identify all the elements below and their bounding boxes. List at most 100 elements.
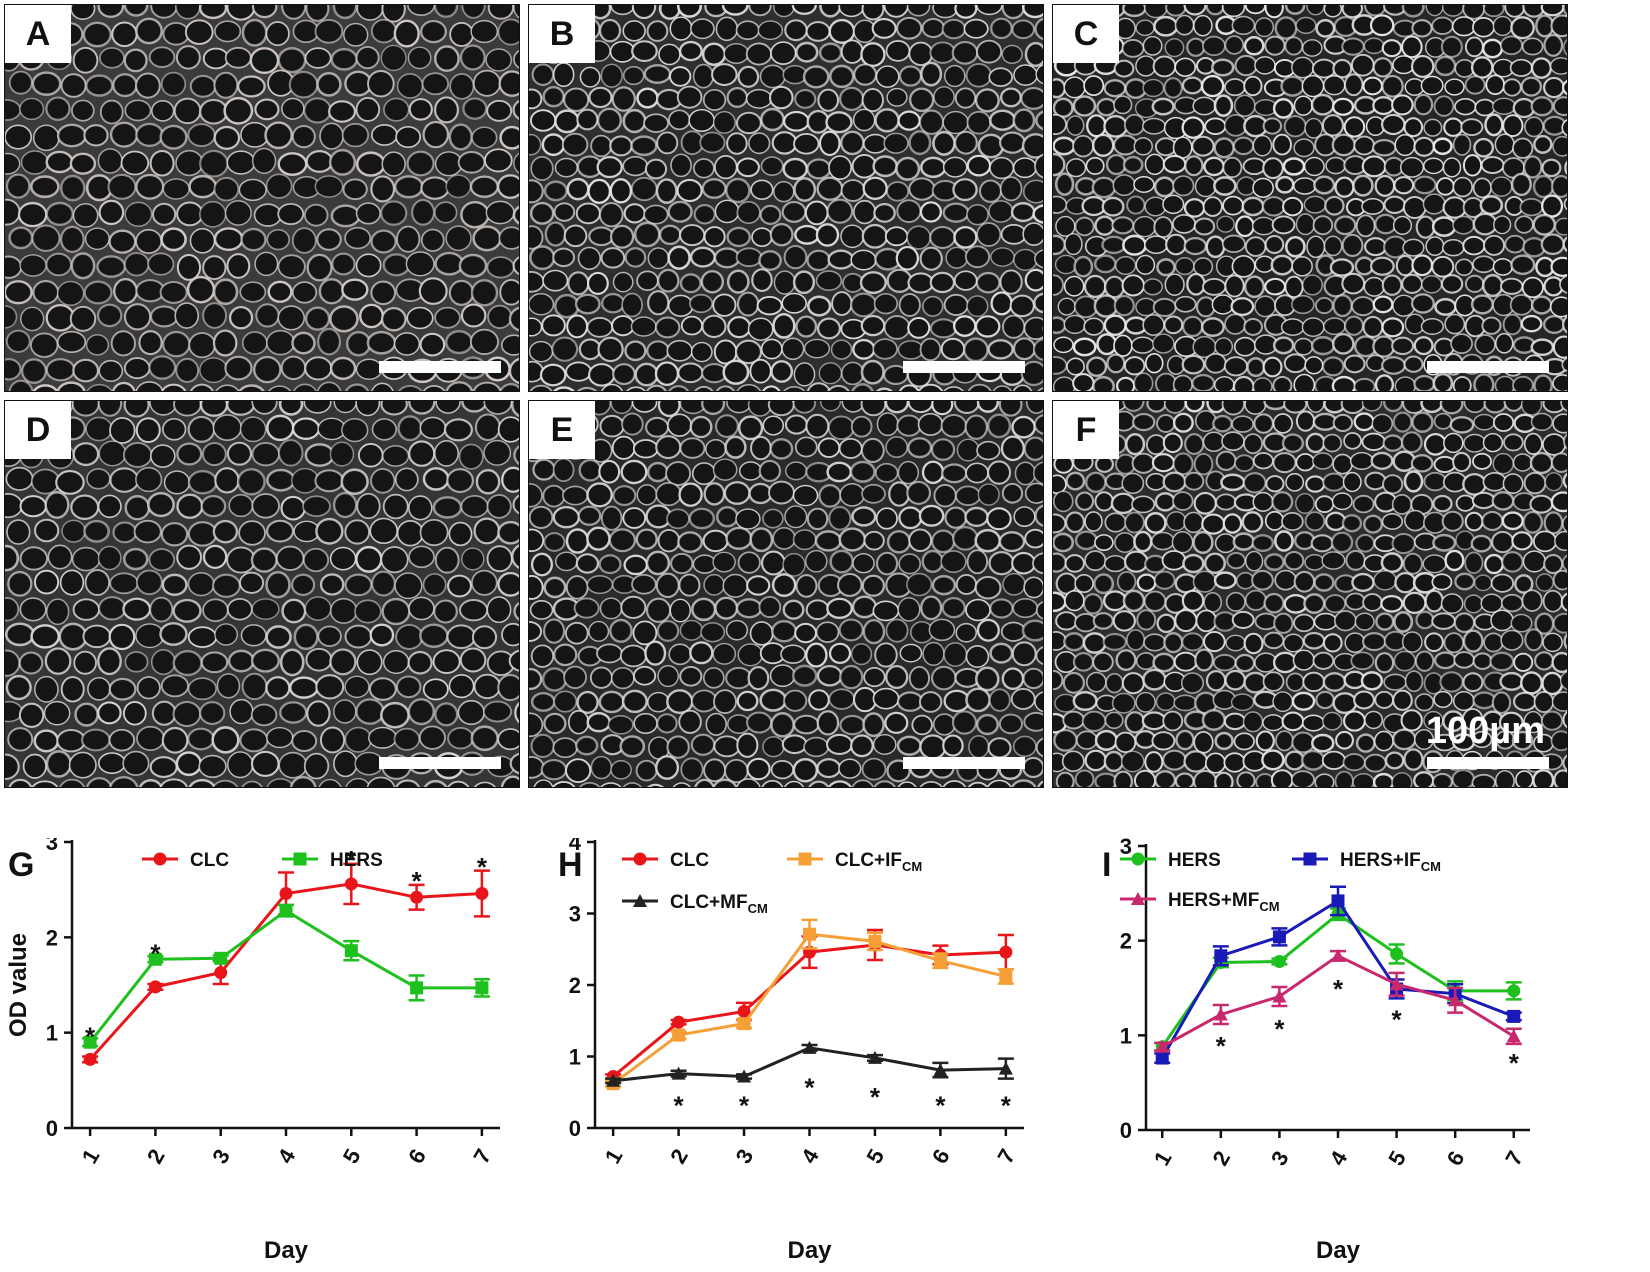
x-axis-label: Day: [1316, 1237, 1361, 1264]
x-tick-label: 3: [731, 1145, 759, 1168]
x-tick-label: 5: [338, 1145, 366, 1168]
panel-label-d: D: [5, 401, 71, 459]
x-tick-label: 4: [273, 1144, 301, 1168]
x-axis-label: Day: [787, 1237, 832, 1264]
significance-mark: *: [739, 1090, 750, 1120]
data-point: [868, 934, 882, 948]
significance-mark: *: [346, 845, 357, 875]
significance-mark: *: [1392, 1004, 1403, 1034]
data-point: [148, 980, 162, 994]
y-tick-label: 1: [569, 1045, 581, 1070]
micrograph-texture-c: [1053, 5, 1567, 391]
significance-mark: *: [1509, 1048, 1520, 1078]
micrograph-texture-b: [529, 5, 1043, 391]
data-point: [1214, 949, 1228, 963]
y-tick-label: 2: [569, 973, 581, 998]
significance-mark: *: [1001, 1090, 1012, 1120]
data-point: [1213, 1007, 1228, 1021]
y-tick-label: 3: [1120, 838, 1132, 859]
data-point: [737, 1069, 752, 1083]
data-point: [279, 904, 293, 918]
y-tick-label: 2: [46, 925, 58, 950]
data-point: [933, 954, 947, 968]
panel-label-e: E: [529, 401, 595, 459]
data-point: [606, 1073, 621, 1087]
y-tick-label: 4: [569, 838, 582, 855]
data-point: [410, 981, 424, 995]
data-point: [344, 944, 358, 958]
x-tick-label: 4: [796, 1144, 824, 1168]
legend-marker: [798, 852, 812, 866]
data-point: [999, 969, 1013, 983]
chart-panel-label: I: [1102, 846, 1111, 884]
scale-bar-b: [903, 361, 1025, 373]
y-tick-label: 1: [1120, 1023, 1132, 1048]
data-point: [1155, 1051, 1169, 1065]
significance-mark: *: [1216, 1031, 1227, 1061]
significance-mark: *: [85, 1022, 96, 1052]
legend-marker: [1303, 852, 1317, 866]
x-tick-label: 2: [665, 1145, 693, 1168]
micrograph-texture-d: [5, 401, 519, 787]
scale-bar-a: [379, 361, 501, 373]
micrograph-texture-e: [529, 401, 1043, 787]
data-point: [672, 1028, 686, 1042]
x-tick-label: 6: [403, 1145, 431, 1168]
panel-label-b: B: [529, 5, 595, 63]
data-point: [1389, 977, 1404, 991]
legend-marker: [633, 852, 647, 866]
micrograph-panel-b: B: [528, 4, 1044, 392]
micrograph-texture-a: [5, 5, 519, 391]
data-point: [1507, 1009, 1521, 1023]
data-point: [802, 1040, 817, 1054]
x-tick-label: 6: [1442, 1147, 1470, 1170]
x-tick-label: 3: [1266, 1147, 1294, 1170]
legend-label: HERS: [330, 850, 383, 871]
x-tick-label: 1: [77, 1145, 105, 1168]
chart-h: H 0 1 2 3 4 1 2 3 4 5 6 7 Day OD value * * * * * * CLC CLC+IFC…: [528, 830, 1100, 1267]
data-point: [999, 945, 1013, 959]
legend-marker: [633, 894, 647, 907]
x-tick-label: 2: [142, 1145, 170, 1168]
data-point: [1272, 930, 1286, 944]
legend-label: CLC: [190, 850, 229, 871]
x-tick-label: 5: [861, 1145, 889, 1168]
data-point: [475, 981, 489, 995]
y-axis-label: OD value: [550, 933, 555, 1037]
chart-i: I 0 1 2 3 1 2 3 4 5 6 7 Day OD value * * * * * HERS HERS+IFC…: [1079, 834, 1650, 1267]
scale-bar-e: [903, 757, 1025, 769]
data-point: [933, 1063, 948, 1077]
data-point: [83, 1035, 97, 1049]
legend-label: CLC: [670, 850, 709, 871]
significance-mark: *: [1274, 1014, 1285, 1044]
y-tick-label: 0: [1120, 1118, 1132, 1143]
data-point: [83, 1052, 97, 1066]
micrograph-panel-c: C: [1052, 4, 1568, 392]
data-point: [1390, 947, 1404, 961]
significance-mark: *: [1333, 974, 1344, 1004]
data-point: [998, 1061, 1013, 1075]
y-tick-label: 0: [569, 1116, 581, 1141]
significance-mark: *: [674, 1090, 685, 1120]
data-point: [1272, 989, 1287, 1003]
data-point: [214, 966, 228, 980]
data-point: [803, 927, 816, 941]
chart-g: G 0 1 2 3 1 2 3 4 5 6 7 Day OD value * * * * * CLC HERS: [0, 830, 550, 1267]
data-point: [737, 1004, 751, 1018]
x-tick-label: 5: [1383, 1147, 1411, 1170]
x-tick-label: 7: [992, 1145, 1020, 1168]
chart-panel-label: G: [8, 846, 34, 884]
data-point: [214, 951, 228, 965]
data-point: [1331, 894, 1345, 908]
significance-mark: *: [477, 852, 488, 882]
x-tick-label: 1: [1149, 1147, 1177, 1170]
y-tick-label: 1: [46, 1021, 58, 1046]
data-point: [344, 877, 358, 891]
x-tick-label: 3: [207, 1145, 235, 1168]
legend-label: HERS+MFCM: [1168, 890, 1280, 914]
data-point: [1506, 1029, 1521, 1043]
x-tick-label: 7: [1500, 1147, 1528, 1170]
data-point: [1331, 948, 1345, 962]
